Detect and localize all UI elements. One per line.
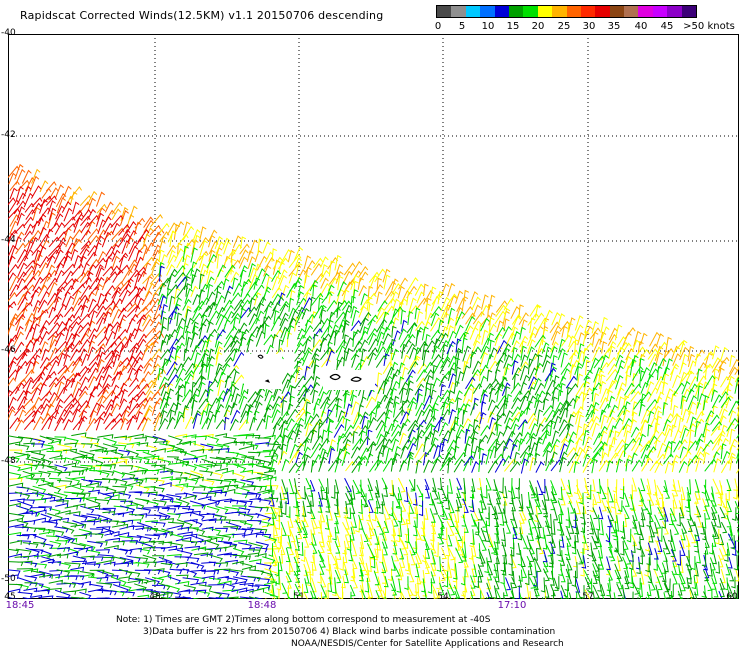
longitude-label: 60 — [726, 592, 738, 602]
colorbar-segment — [494, 6, 509, 17]
colorbar-segment — [523, 6, 538, 17]
colorbar-segment — [609, 6, 625, 17]
wind-barb-group — [31, 168, 739, 432]
longitude-label: 57 — [582, 592, 594, 602]
colorbar-label: >50 knots — [683, 21, 735, 32]
note-line-2: 3)Data buffer is 22 hrs from 20150706 4)… — [143, 627, 556, 637]
wind-barb-group — [8, 163, 167, 432]
latitude-label: -42 — [1, 130, 16, 140]
colorbar-label: 45 — [660, 21, 674, 32]
time-label: 17:10 — [497, 600, 527, 611]
wind-map — [8, 34, 739, 599]
colorbar-segment — [638, 6, 653, 17]
colorbar-segment — [595, 6, 610, 17]
colorbar-segment — [537, 6, 553, 17]
map-frame — [8, 34, 739, 599]
colorbar-label: 25 — [557, 21, 571, 32]
colorbar-segment — [681, 6, 697, 17]
longitude-label: 48 — [149, 592, 161, 602]
longitude-label: 54 — [437, 592, 449, 602]
colorbar-segment — [652, 6, 668, 17]
colorbar-segment — [437, 6, 452, 17]
island-outline — [329, 373, 341, 381]
wind-barb-group — [8, 185, 150, 432]
colorbar-segment — [580, 6, 596, 17]
colorbar-segment — [667, 6, 682, 17]
colorbar-segment — [624, 6, 639, 17]
latitude-label: -40 — [1, 28, 16, 38]
colorbar-label: 10 — [481, 21, 495, 32]
wind-barb-group — [8, 268, 739, 599]
colorbar-label: 20 — [531, 21, 545, 32]
colorbar-segment — [480, 6, 495, 17]
wind-speed-colorbar — [436, 5, 697, 18]
map-title: Rapidscat Corrected Winds(12.5KM) v1.1 2… — [20, 9, 384, 22]
land-mask — [244, 354, 282, 389]
latitude-label: -48 — [1, 456, 16, 466]
colorbar-label: 40 — [634, 21, 648, 32]
time-label: 18:45 — [5, 600, 35, 611]
note-line-1: Note: 1) Times are GMT 2)Times along bot… — [116, 615, 491, 625]
colorbar-label: 35 — [607, 21, 621, 32]
colorbar-segment — [465, 6, 481, 17]
wind-barb-group — [9, 222, 739, 599]
colorbar-label: 30 — [582, 21, 596, 32]
island-outlines — [244, 354, 375, 390]
colorbar-label: 0 — [434, 21, 442, 32]
latitude-label: -50 — [1, 574, 16, 584]
island-outline — [257, 354, 264, 359]
latitude-label: -46 — [1, 345, 16, 355]
island-outline — [264, 379, 270, 383]
land-mask — [323, 370, 375, 390]
wind-barb-group — [8, 265, 737, 599]
latitude-label: -44 — [1, 235, 16, 245]
colorbar-segment — [566, 6, 581, 17]
colorbar-segment — [451, 6, 466, 17]
time-label: 18:48 — [247, 600, 277, 611]
longitude-label: 51 — [293, 592, 305, 602]
island-outline — [350, 376, 362, 382]
colorbar-segment — [508, 6, 524, 17]
colorbar-segment — [552, 6, 567, 17]
colorbar-label: 15 — [506, 21, 520, 32]
longitude-label: 45 — [4, 592, 16, 602]
note-line-3: NOAA/NESDIS/Center for Satellite Applica… — [291, 639, 564, 649]
wind-barbs — [8, 163, 739, 599]
colorbar-label: 5 — [458, 21, 466, 32]
